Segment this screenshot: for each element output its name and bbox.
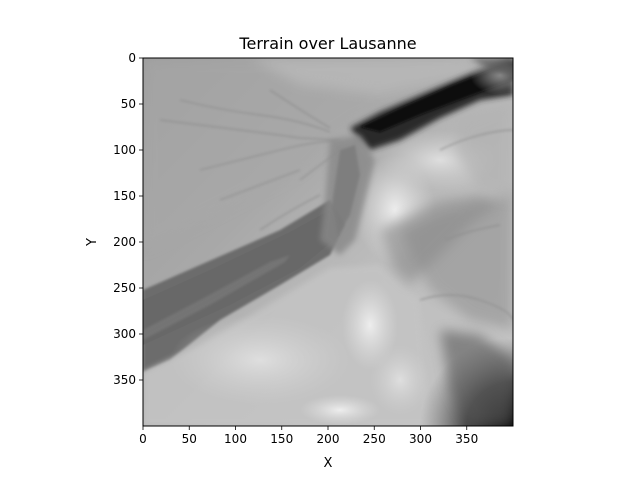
x-tick-label: 250 — [363, 432, 386, 446]
x-tick-label: 0 — [139, 432, 147, 446]
terrain-image — [143, 58, 513, 426]
y-tick-label: 250 — [113, 281, 136, 295]
y-tick-label: 200 — [113, 235, 136, 249]
x-tick-label: 150 — [270, 432, 293, 446]
chart-title: Terrain over Lausanne — [238, 34, 416, 53]
y-tick-label: 50 — [121, 97, 136, 111]
x-tick-label: 200 — [317, 432, 340, 446]
x-tick-label: 50 — [182, 432, 197, 446]
x-axis-ticks: 0 50 100 150 200 250 300 350 — [139, 426, 478, 446]
y-tick-label: 0 — [128, 51, 136, 65]
y-axis-ticks: 0 50 100 150 200 250 300 350 — [113, 51, 143, 387]
y-tick-label: 100 — [113, 143, 136, 157]
x-tick-label: 350 — [455, 432, 478, 446]
x-tick-label: 100 — [224, 432, 247, 446]
y-tick-label: 300 — [113, 327, 136, 341]
y-axis-label: Y — [85, 238, 100, 247]
x-axis-label: X — [324, 456, 333, 471]
x-tick-label: 300 — [409, 432, 432, 446]
y-tick-label: 150 — [113, 189, 136, 203]
y-tick-label: 350 — [113, 373, 136, 387]
